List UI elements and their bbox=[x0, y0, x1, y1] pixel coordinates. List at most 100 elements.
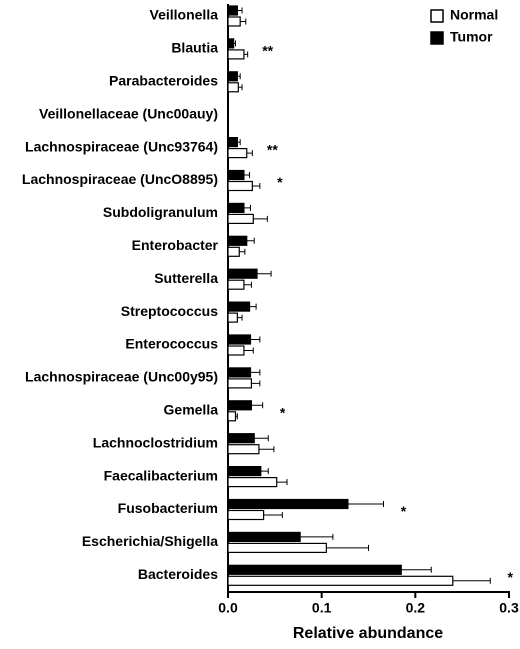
bar bbox=[227, 498, 349, 510]
category-label: Lachnospiraceae (Unc00y95) bbox=[25, 369, 218, 385]
significance: ** bbox=[262, 43, 273, 59]
bar bbox=[227, 38, 235, 49]
category-label: Lachnospiraceae (UncO8895) bbox=[22, 171, 218, 187]
legend-swatch bbox=[430, 31, 444, 45]
bar bbox=[227, 433, 255, 444]
category-label: Bacteroides bbox=[138, 566, 218, 582]
bar bbox=[227, 531, 301, 543]
bar bbox=[227, 180, 253, 192]
error-bar bbox=[249, 303, 257, 310]
bar bbox=[227, 71, 238, 82]
bar bbox=[227, 5, 238, 16]
error-bar bbox=[237, 7, 243, 14]
error-bar bbox=[239, 248, 246, 255]
error-bar bbox=[250, 336, 261, 343]
significance: * bbox=[508, 569, 514, 585]
category-label: Lachnoclostridium bbox=[93, 434, 218, 450]
bar bbox=[227, 334, 252, 345]
legend-swatch bbox=[430, 9, 444, 23]
error-bar bbox=[246, 150, 253, 157]
bar bbox=[227, 49, 245, 60]
bar bbox=[227, 202, 245, 213]
category-label: Subdoligranulum bbox=[103, 204, 218, 220]
error-bar bbox=[240, 18, 247, 25]
category-label: Veillonellaceae (Unc00auy) bbox=[39, 105, 218, 121]
error-bar bbox=[251, 380, 261, 387]
bar bbox=[227, 477, 278, 488]
error-bar bbox=[257, 270, 272, 277]
category-label: Enterobacter bbox=[132, 237, 219, 253]
error-bar bbox=[238, 84, 243, 91]
bar bbox=[227, 367, 252, 378]
error-bar bbox=[252, 183, 261, 189]
error-bar bbox=[251, 402, 264, 409]
category-label: Veillonella bbox=[150, 7, 219, 23]
category-label: Escherichia/Shigella bbox=[82, 533, 218, 549]
error-bar bbox=[235, 413, 238, 420]
error-bar bbox=[237, 73, 241, 80]
error-bar bbox=[237, 314, 243, 321]
category-label: Parabacteroides bbox=[109, 73, 218, 89]
bar bbox=[227, 16, 241, 27]
bar bbox=[227, 246, 240, 257]
bar bbox=[227, 411, 237, 422]
error-bar bbox=[258, 446, 275, 453]
error-bar bbox=[300, 533, 334, 540]
error-bar bbox=[243, 172, 251, 178]
category-label: Fusobacterium bbox=[118, 500, 218, 516]
bar bbox=[227, 509, 265, 521]
x-tick-label: 0.2 bbox=[406, 600, 426, 616]
error-bar bbox=[233, 40, 236, 47]
bar bbox=[227, 400, 253, 411]
error-bar bbox=[276, 479, 288, 486]
error-bar bbox=[237, 139, 241, 146]
bar bbox=[227, 564, 402, 575]
error-bar bbox=[250, 369, 261, 376]
significance: * bbox=[277, 174, 283, 190]
significance: ** bbox=[267, 141, 278, 157]
x-axis-label: Relative abundance bbox=[293, 625, 443, 642]
x-tick-label: 0.1 bbox=[312, 600, 332, 616]
bar bbox=[227, 466, 262, 477]
error-bar bbox=[243, 347, 254, 354]
legend-label: Tumor bbox=[450, 29, 493, 45]
legend-label: Normal bbox=[450, 7, 498, 23]
bar bbox=[227, 82, 239, 93]
bar bbox=[227, 575, 454, 586]
significance: * bbox=[401, 503, 407, 519]
error-bar bbox=[243, 51, 249, 58]
x-tick-label: 0.3 bbox=[499, 600, 519, 616]
error-bar bbox=[260, 468, 269, 475]
bar bbox=[227, 444, 260, 455]
error-bar bbox=[243, 281, 252, 288]
bar bbox=[227, 312, 238, 323]
bar bbox=[227, 279, 245, 290]
category-label: Faecalibacterium bbox=[104, 467, 218, 483]
error-bar bbox=[452, 577, 491, 584]
category-label: Lachnospiraceae (Unc93764) bbox=[25, 138, 218, 154]
error-bar bbox=[243, 204, 251, 211]
bar bbox=[227, 542, 327, 554]
x-tick-label: 0.0 bbox=[218, 600, 238, 616]
category-label: Streptococcus bbox=[121, 303, 218, 319]
category-label: Sutterella bbox=[154, 270, 218, 286]
bar bbox=[227, 235, 248, 246]
bar bbox=[227, 301, 251, 312]
bar bbox=[227, 137, 238, 148]
error-bar bbox=[401, 566, 432, 573]
bar bbox=[227, 378, 253, 389]
error-bar bbox=[263, 512, 283, 518]
bar bbox=[227, 148, 248, 159]
category-label: Enterococcus bbox=[125, 336, 218, 352]
bar bbox=[227, 345, 245, 356]
category-label: Gemella bbox=[164, 402, 219, 418]
significance: * bbox=[280, 405, 286, 421]
category-label: Blautia bbox=[171, 40, 218, 56]
bar bbox=[227, 268, 258, 279]
error-bar bbox=[246, 237, 255, 244]
error-bar bbox=[347, 501, 384, 507]
bar bbox=[227, 213, 254, 224]
error-bar bbox=[254, 435, 269, 442]
error-bar bbox=[253, 215, 268, 222]
